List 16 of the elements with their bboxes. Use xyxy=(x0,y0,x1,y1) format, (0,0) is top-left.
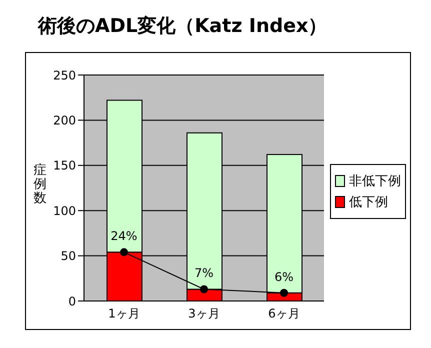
annotation: 24% xyxy=(110,229,138,244)
y-axis-title: 症例数 xyxy=(34,163,46,206)
y-tick-label: 100 xyxy=(53,204,76,218)
y-tick-label: 250 xyxy=(53,68,76,82)
legend-label: 非低下例 xyxy=(349,172,401,190)
y-tick-label: 0 xyxy=(68,294,76,308)
x-tick-label: 1ヶ月 xyxy=(108,306,140,321)
annotation: 7% xyxy=(194,266,214,280)
y-tick-label: 200 xyxy=(53,113,76,128)
y-tick-label: 150 xyxy=(53,158,76,173)
legend-label: 低下例 xyxy=(349,194,388,210)
annotation: 6% xyxy=(274,270,294,284)
chart-title: 術後のADL変化（Katz Index） xyxy=(36,14,328,39)
x-tick-label: 3ヶ月 xyxy=(188,306,220,321)
x-tick-label: 6ヶ月 xyxy=(268,306,300,321)
y-tick-label: 50 xyxy=(60,249,76,264)
